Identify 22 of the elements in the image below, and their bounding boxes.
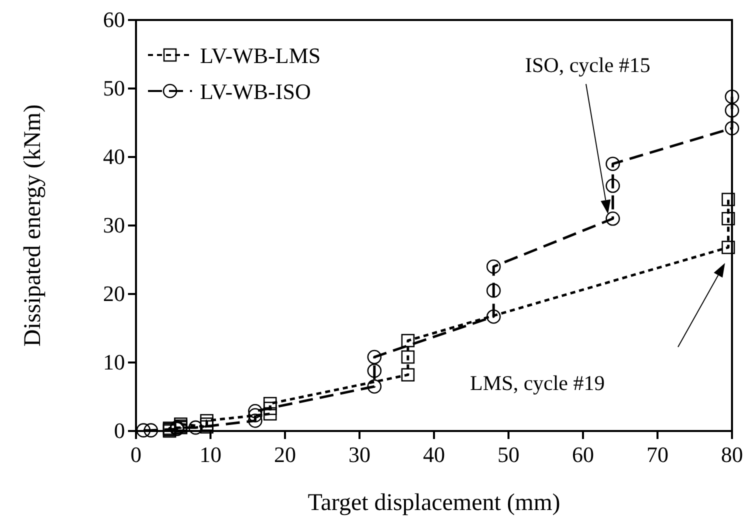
annotation: ISO, cycle #15 — [525, 53, 650, 77]
x-axis-title: Target displacement (mm) — [308, 490, 560, 516]
x-tick-label: 80 — [721, 442, 743, 467]
y-tick-label: 40 — [103, 144, 125, 170]
x-tick-label: 60 — [572, 442, 594, 467]
x-tick-label: 50 — [498, 442, 520, 467]
x-tick-label: 20 — [274, 442, 296, 467]
legend-label: LV-WB-LMS — [200, 43, 321, 68]
y-axis-title: Dissipated energy (kNm) — [20, 104, 46, 347]
x-tick-label: 40 — [423, 442, 445, 467]
y-tick-label: 30 — [103, 212, 125, 238]
y-tick-label: 20 — [103, 281, 125, 306]
x-tick-label: 10 — [200, 442, 222, 467]
y-tick-label: 0 — [114, 418, 125, 444]
annotation: LMS, cycle #19 — [470, 371, 605, 395]
y-tick-label: 50 — [103, 76, 125, 101]
legend-label: LV-WB-ISO — [200, 79, 311, 104]
x-tick-label: 70 — [646, 442, 668, 467]
y-tick-label: 60 — [103, 7, 125, 32]
x-tick-label: 0 — [130, 442, 142, 467]
x-tick-label: 30 — [348, 442, 370, 467]
y-tick-label: 10 — [103, 350, 125, 375]
